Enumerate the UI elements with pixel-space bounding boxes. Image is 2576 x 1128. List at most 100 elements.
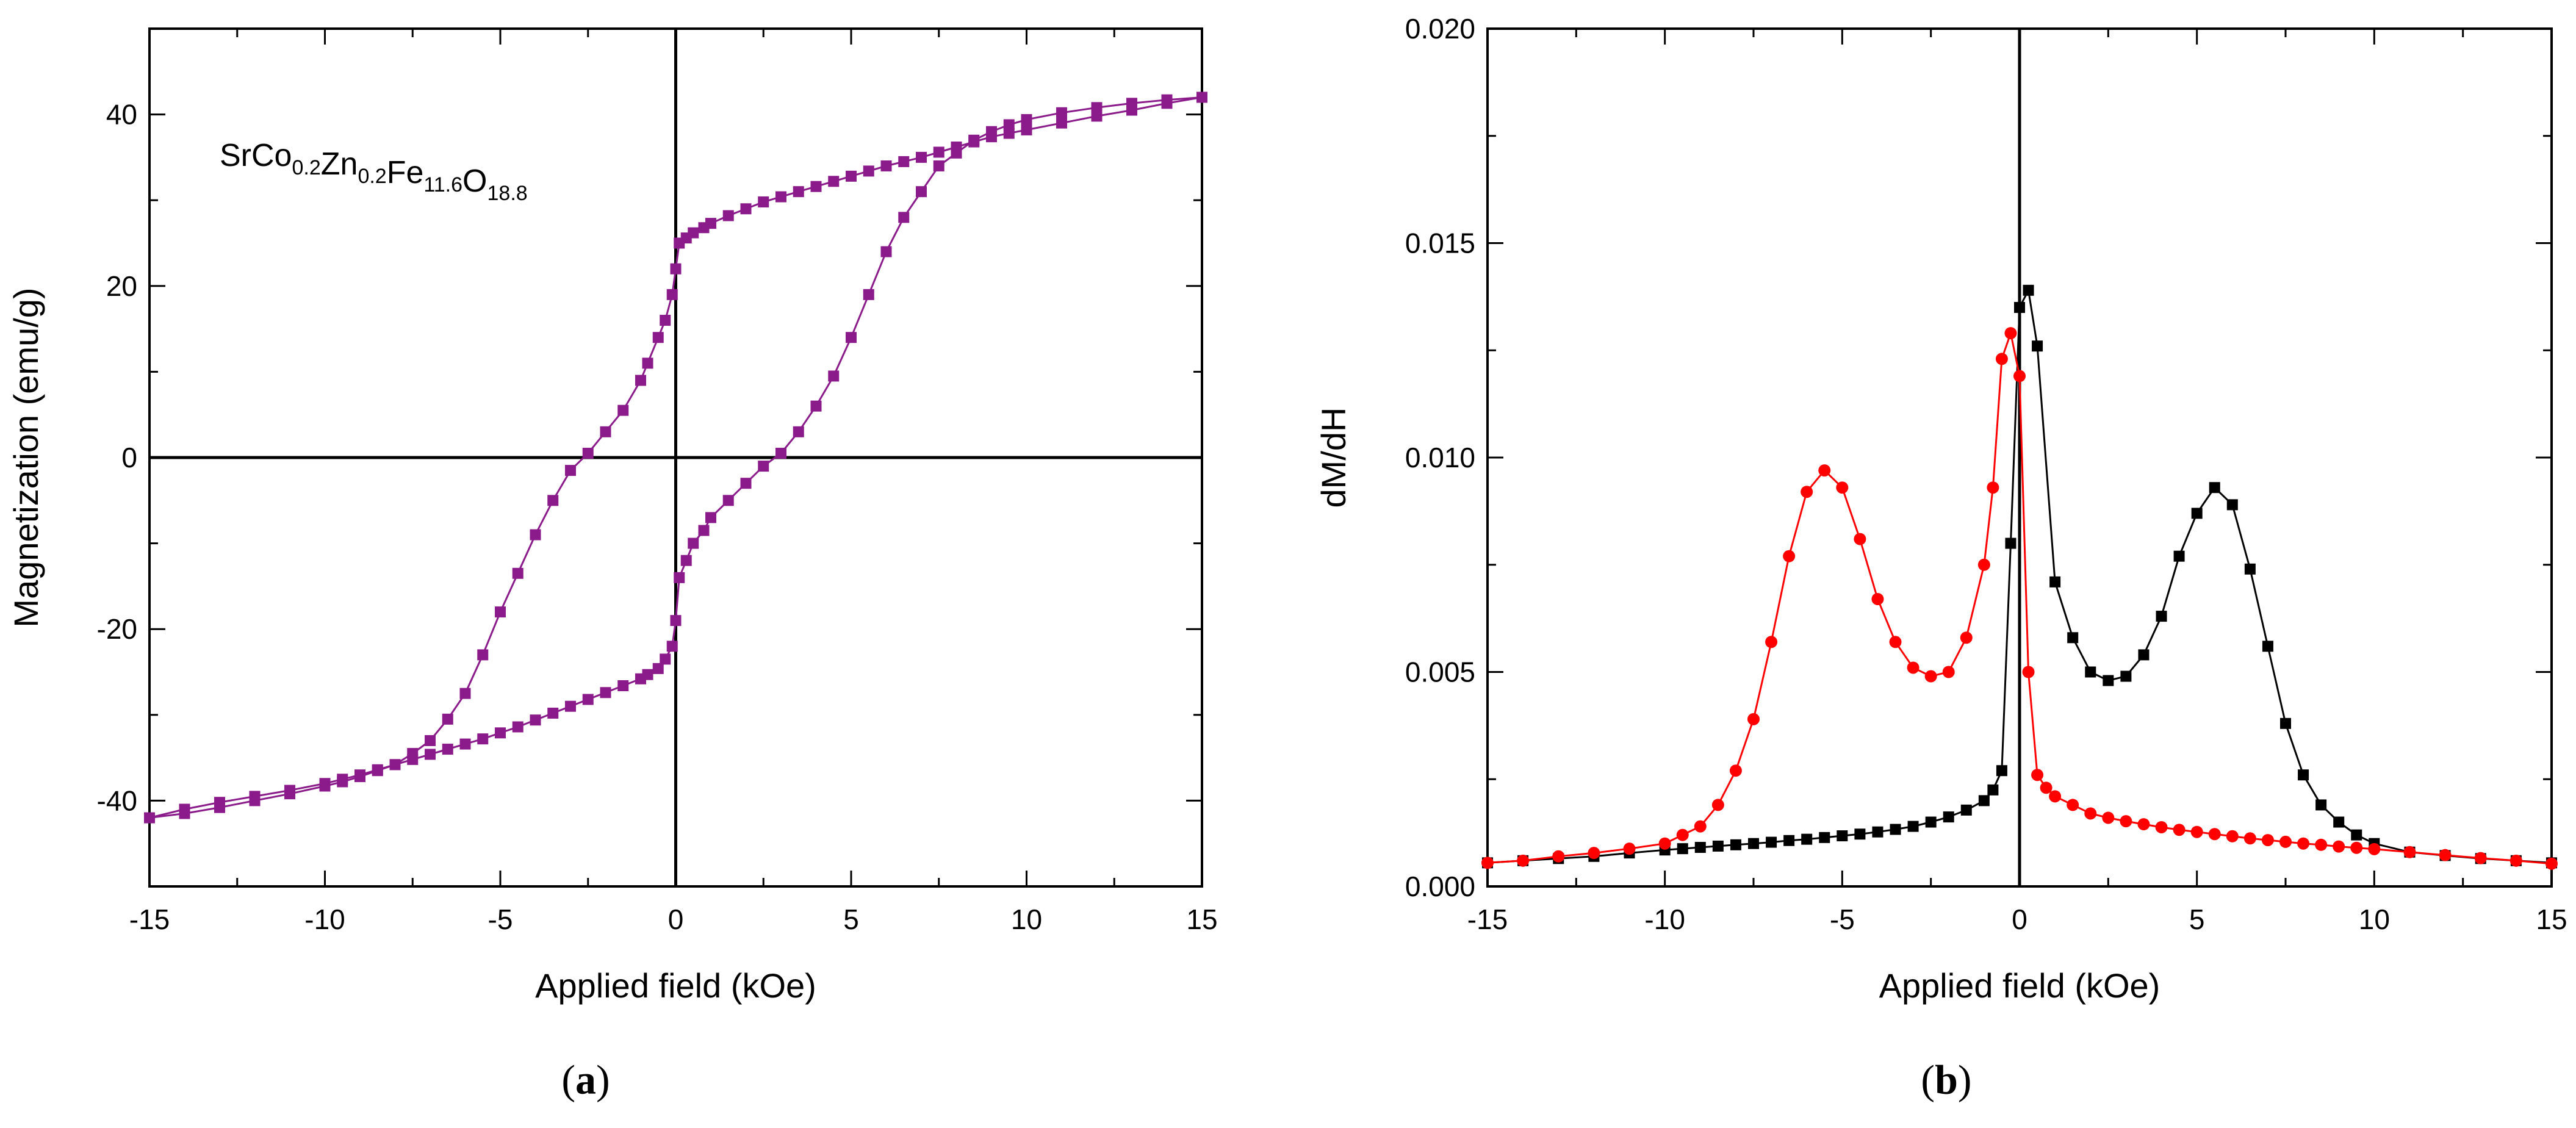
panel-a-data-point bbox=[179, 808, 190, 819]
panel-a-x-tick-label: 0 bbox=[668, 903, 684, 935]
panel-b-x-tick-label: 15 bbox=[2536, 903, 2567, 935]
panel-b-data-point bbox=[1987, 481, 1999, 494]
panel-b-data-point bbox=[2315, 799, 2327, 811]
panel-a-y-tick-label: -40 bbox=[97, 785, 137, 816]
panel-a-data-point bbox=[389, 759, 401, 771]
panel-a-data-point bbox=[617, 404, 629, 416]
panel-b-data-point bbox=[2226, 830, 2239, 842]
panel-b-data-point bbox=[1712, 840, 1724, 852]
caption-b-letter: b bbox=[1935, 1056, 1958, 1103]
panel-b-data-point bbox=[2084, 807, 2097, 820]
panel-a-data-point bbox=[722, 210, 734, 221]
panel-b-data-point bbox=[2262, 641, 2273, 652]
panel-b-data-point bbox=[2032, 340, 2043, 352]
panel-a-data-point bbox=[1021, 124, 1032, 135]
panel-a-data-point bbox=[600, 687, 611, 699]
panel-b-data-point bbox=[2333, 816, 2345, 828]
panel-b-data-point bbox=[1729, 764, 1742, 777]
panel-a-data-point bbox=[1161, 98, 1173, 109]
panel-b-data-point bbox=[1658, 837, 1671, 850]
panel-a-y-tick-label: 40 bbox=[106, 99, 137, 131]
panel-b-data-point bbox=[1552, 850, 1565, 863]
panel-b-data-point bbox=[2439, 849, 2452, 861]
panel-a-data-point bbox=[600, 426, 611, 437]
panel-b-data-point bbox=[1748, 838, 1759, 849]
panel-a-x-tick-label: -10 bbox=[304, 903, 345, 935]
panel-b-data-point bbox=[2191, 508, 2203, 519]
panel-a-y-tick-label: 0 bbox=[121, 442, 137, 473]
panel-a-data-point bbox=[775, 447, 786, 459]
panel-a-data-point bbox=[698, 525, 710, 536]
panel-b-data-point bbox=[1995, 353, 2008, 365]
panel-b-data-point bbox=[2261, 834, 2274, 847]
panel-a-y-tick-label: -20 bbox=[97, 613, 137, 645]
panel-b-data-point bbox=[2350, 841, 2363, 854]
panel-b-data-point bbox=[1818, 464, 1831, 477]
panel-a-x-tick-label: 5 bbox=[843, 903, 859, 935]
panel-a-data-point bbox=[670, 263, 682, 275]
panel-b-data-point bbox=[1977, 558, 1990, 571]
panel-a-data-point bbox=[688, 537, 699, 549]
panel-a-data-point bbox=[863, 165, 874, 177]
panel-b-y-tick-label: 0.015 bbox=[1405, 228, 1475, 259]
panel-a-data-point bbox=[705, 512, 716, 523]
panel-a-data-point bbox=[880, 160, 892, 171]
panel-b-data-point bbox=[1854, 533, 1866, 545]
panel-a-data-point bbox=[1056, 107, 1067, 118]
panel-b-data-point bbox=[2368, 842, 2381, 855]
panel-a-data-point bbox=[495, 606, 506, 618]
panel-a-data-point bbox=[660, 315, 671, 326]
panel-a-data-point bbox=[916, 151, 927, 163]
panel-b-data-point bbox=[2085, 666, 2096, 678]
panel-b-data-point bbox=[1747, 713, 1760, 725]
panel-b-data-point bbox=[1730, 839, 1741, 850]
panel-a-data-point bbox=[660, 653, 671, 665]
panel-b-data-point bbox=[2545, 857, 2558, 870]
panel-b-series-2 bbox=[1481, 327, 2558, 870]
panel-b-data-point bbox=[1783, 835, 1795, 846]
panel-a-data-point bbox=[722, 495, 734, 506]
panel-b-y-tick-label: 0.005 bbox=[1405, 656, 1475, 688]
panel-a-data-point bbox=[337, 776, 348, 788]
panel-b-data-point bbox=[2022, 666, 2035, 678]
panel-b-data-point bbox=[2190, 825, 2203, 838]
panel-a-data-point bbox=[1056, 117, 1067, 129]
panel-b-data-point bbox=[1588, 847, 1600, 860]
panel-a-x-tick-label: 10 bbox=[1011, 903, 1042, 935]
panel-b-data-point bbox=[2403, 846, 2416, 858]
panel-a-data-point bbox=[477, 733, 489, 745]
panel-b-data-point bbox=[2138, 649, 2150, 661]
panel-b-data-point bbox=[1836, 481, 1849, 494]
panel-b-data-point bbox=[2209, 482, 2220, 494]
panel-a-data-point bbox=[512, 567, 523, 579]
panel-b-data-point bbox=[2351, 829, 2362, 841]
panel-b-data-point bbox=[1890, 824, 1901, 835]
panel-a-data-point bbox=[846, 332, 857, 343]
panel-a-x-tick-label: -15 bbox=[129, 903, 170, 935]
panel-b-x-tick-label: -10 bbox=[1644, 903, 1685, 935]
panel-a-x-axis-label: Applied field (kOe) bbox=[535, 966, 816, 1005]
panel-a-chart: -15 -10 -5 0 5 10 15 -40 -20 0 20 40 Applied field (… bbox=[7, 27, 1218, 1005]
panel-a-data-point bbox=[810, 400, 822, 412]
panel-a-y-axis-label: Magnetization (emu/g) bbox=[7, 287, 45, 627]
caption-b-close: ) bbox=[1957, 1056, 1972, 1103]
panel-b-data-point bbox=[2173, 824, 2186, 836]
panel-a-data-point bbox=[319, 780, 331, 792]
panel-b-data-point bbox=[1943, 811, 1954, 823]
panel-b-data-point bbox=[1854, 828, 1866, 840]
panel-b-data-point bbox=[1677, 843, 1688, 855]
panel-b-data-point bbox=[1694, 820, 1707, 833]
panel-a-data-point bbox=[828, 370, 840, 382]
panel-b-data-point bbox=[2279, 835, 2292, 848]
panel-b-data-point bbox=[2243, 832, 2256, 845]
panel-a-data-point bbox=[1091, 110, 1103, 122]
panel-b-x-tick-label: -5 bbox=[1830, 903, 1855, 935]
panel-b-data-point bbox=[1996, 765, 2007, 777]
panel-b-data-point bbox=[1801, 833, 1813, 845]
panel-b-data-point bbox=[1801, 486, 1813, 498]
panel-a-formula-annotation: SrCo0.2Zn0.2Fe11.6O18.8 bbox=[220, 138, 528, 205]
panel-a-data-point bbox=[951, 142, 962, 153]
panel-b-data-point bbox=[2013, 370, 2026, 383]
